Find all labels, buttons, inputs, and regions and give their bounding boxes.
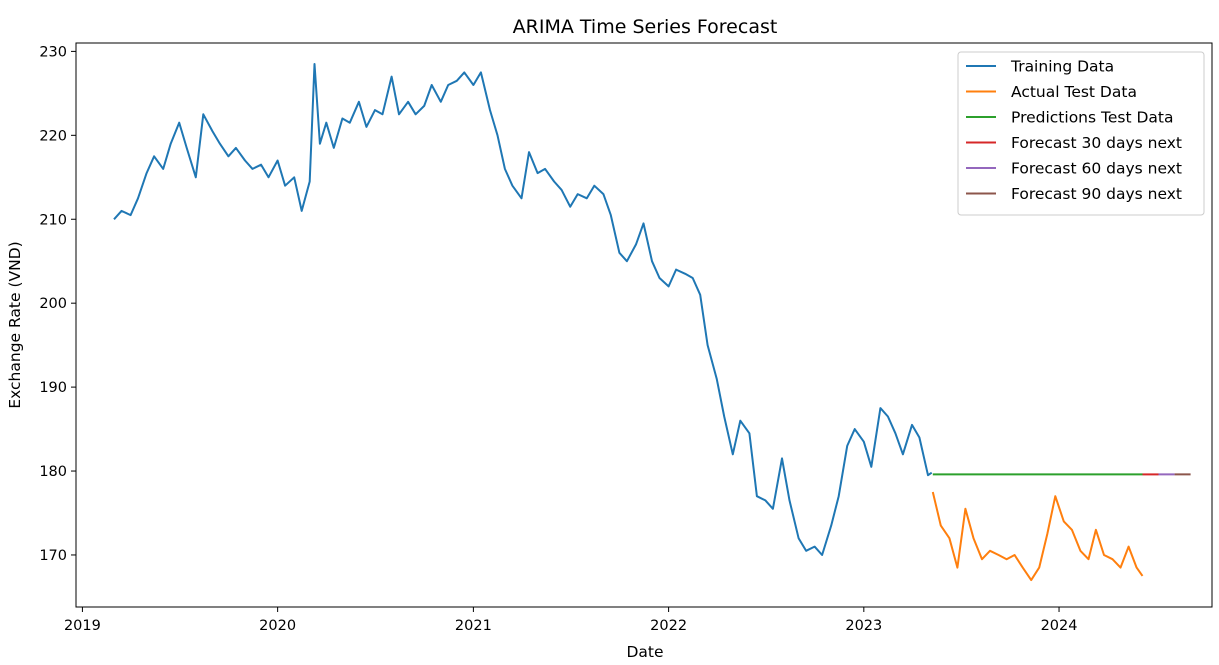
y-tick-label: 230 xyxy=(39,44,67,60)
y-tick-label: 170 xyxy=(39,548,67,564)
series-line-0 xyxy=(113,63,933,556)
x-tick-label: 2024 xyxy=(1041,618,1078,634)
legend-label: Forecast 60 days next xyxy=(1011,160,1182,178)
y-tick-label: 190 xyxy=(39,380,67,396)
x-tick-label: 2020 xyxy=(259,618,296,634)
legend: Training Data Actual Test Data Predictions… xyxy=(957,51,1205,216)
legend-label: Forecast 30 days next xyxy=(1011,134,1182,152)
chart-title: ARIMA Time Series Forecast xyxy=(513,16,778,38)
legend-label: Predictions Test Data xyxy=(1011,109,1173,127)
plot-frame xyxy=(75,42,1213,608)
x-tick-label: 2019 xyxy=(64,618,101,634)
x-tick-label: 2022 xyxy=(650,618,687,634)
axes: 2019 2020 2021 2022 2023 2024 170 180 190 200 210 2… xyxy=(39,42,1213,634)
x-tick-label: 2023 xyxy=(845,618,882,634)
y-axis-label: Exchange Rate (VND) xyxy=(6,241,24,408)
plot-lines xyxy=(113,63,1191,582)
legend-label: Forecast 90 days next xyxy=(1011,185,1182,203)
y-tick-label: 200 xyxy=(39,296,67,312)
legend-label: Training Data xyxy=(1010,58,1114,76)
y-tick-label: 220 xyxy=(39,128,67,144)
y-tick-label: 210 xyxy=(39,212,67,228)
x-axis-label: Date xyxy=(626,643,663,661)
legend-label: Actual Test Data xyxy=(1011,83,1137,101)
x-tick-label: 2021 xyxy=(455,618,492,634)
y-tick-label: 180 xyxy=(39,464,67,480)
legend-box xyxy=(957,51,1205,216)
series-line-1 xyxy=(931,491,1144,582)
